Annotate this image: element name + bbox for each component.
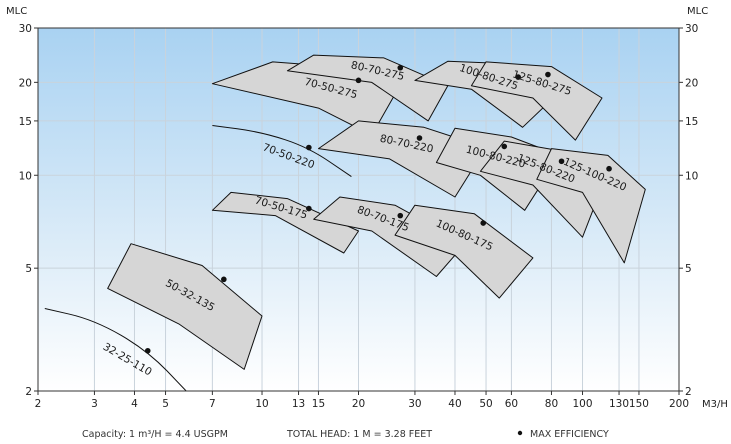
band-80-70-275 bbox=[286, 54, 449, 122]
curve-70-50-220 bbox=[212, 125, 352, 178]
x-tick-label: 3 bbox=[91, 398, 98, 410]
x-tick-label: 50 bbox=[479, 398, 492, 410]
max-efficiency-legend-dot bbox=[517, 430, 523, 436]
x-tick-label: 13 bbox=[292, 398, 305, 410]
max-efficiency-dot-100-80-220 bbox=[501, 143, 508, 150]
max-efficiency-dot-80-70-220 bbox=[416, 135, 423, 141]
max-efficiency-dot-32-25-110 bbox=[144, 347, 151, 354]
max-efficiency-dot-100-80-175 bbox=[480, 220, 487, 226]
x-tick-label: 10 bbox=[255, 398, 268, 410]
y-tick-label-left: 15 bbox=[19, 116, 32, 128]
y-tick-label-left: 10 bbox=[19, 170, 32, 182]
max-efficiency-dot-70-50-175 bbox=[306, 205, 312, 212]
y-tick-label-left: 30 bbox=[19, 23, 32, 35]
max-efficiency-dot-80-70-175 bbox=[397, 212, 404, 219]
x-tick-label: 30 bbox=[408, 398, 421, 410]
y-tick-label-right: 2 bbox=[685, 386, 692, 398]
x-tick-label: 15 bbox=[312, 398, 325, 410]
y-tick-label-left: 5 bbox=[25, 263, 32, 275]
band-50-32-135 bbox=[107, 243, 263, 370]
curve-32-25-110 bbox=[44, 308, 187, 392]
max-efficiency-dot-70-50-275 bbox=[355, 77, 362, 84]
x-tick-label: 150 bbox=[629, 398, 649, 410]
max-efficiency-dot-125-100-220 bbox=[606, 165, 612, 172]
band-125-80-275 bbox=[470, 61, 603, 141]
max-efficiency-dot-100-80-275 bbox=[515, 74, 522, 80]
x-tick-label: 100 bbox=[572, 398, 592, 410]
max-efficiency-dot-125-80-275 bbox=[545, 71, 551, 78]
x-tick-label: 7 bbox=[209, 398, 216, 410]
max-efficiency-dot-125-80-220 bbox=[558, 158, 565, 165]
footer-total-head: TOTAL HEAD: 1 M = 3.28 FEET bbox=[286, 429, 432, 440]
max-efficiency-dot-50-32-135 bbox=[221, 276, 227, 283]
y-axis-title-right: MLC bbox=[687, 6, 708, 17]
y-tick-label-left: 20 bbox=[19, 77, 32, 89]
x-tick-label: 200 bbox=[669, 398, 689, 410]
band-125-100-220 bbox=[536, 148, 646, 264]
y-tick-label-right: 5 bbox=[685, 263, 692, 275]
band-80-70-220 bbox=[318, 120, 487, 198]
max-efficiency-dot-80-70-275 bbox=[397, 64, 404, 71]
y-axis-title-left: MLC bbox=[6, 6, 27, 17]
band-100-80-175 bbox=[394, 204, 534, 299]
x-tick-label: 20 bbox=[352, 398, 365, 410]
x-tick-label: 40 bbox=[448, 398, 461, 410]
band-80-70-175 bbox=[313, 196, 466, 277]
y-tick-label-right: 30 bbox=[685, 23, 698, 35]
band-70-50-175 bbox=[211, 191, 359, 254]
y-tick-label-right: 10 bbox=[685, 170, 698, 182]
footer-max-efficiency: MAX EFFICIENCY bbox=[530, 429, 609, 440]
x-tick-label: 4 bbox=[131, 398, 138, 410]
x-axis-unit-label: M3/H bbox=[702, 399, 728, 410]
y-tick-label-right: 15 bbox=[685, 116, 698, 128]
footer-capacity: Capacity: 1 m³/H = 4.4 USGPM bbox=[82, 429, 228, 440]
y-tick-label-left: 2 bbox=[25, 386, 32, 398]
x-tick-label: 2 bbox=[35, 398, 42, 410]
x-tick-label: 5 bbox=[162, 398, 169, 410]
x-tick-label: 60 bbox=[505, 398, 518, 410]
x-tick-label: 130 bbox=[609, 398, 629, 410]
curve-bands bbox=[44, 54, 646, 392]
y-tick-label-right: 20 bbox=[685, 77, 698, 89]
x-tick-label: 80 bbox=[545, 398, 558, 410]
max-efficiency-dot-70-50-220 bbox=[306, 144, 312, 151]
